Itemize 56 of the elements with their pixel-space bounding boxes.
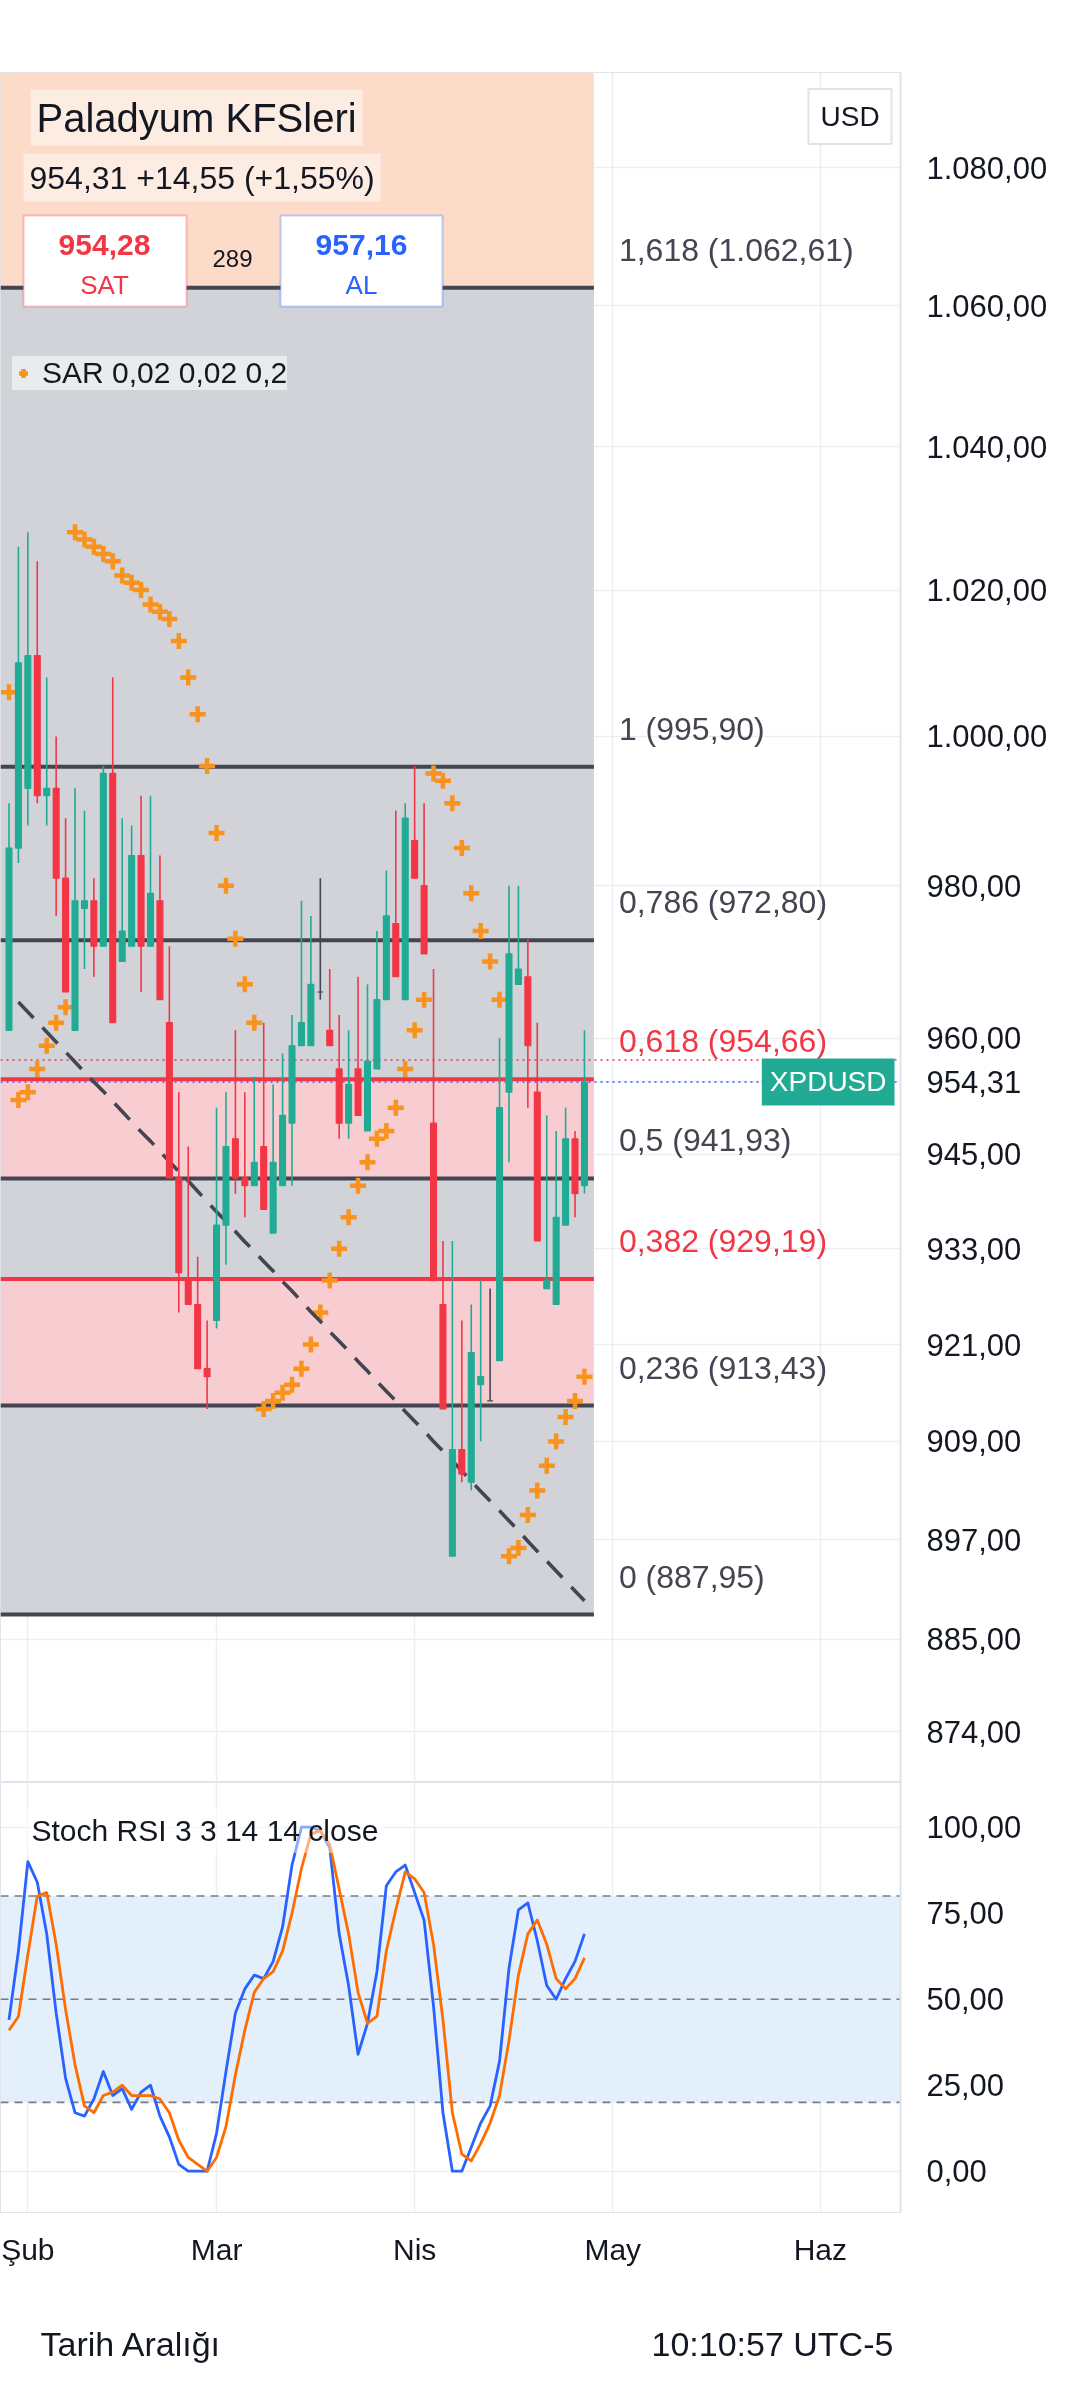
x-tick-label: Şub xyxy=(1,2232,55,2266)
ref-line-label: 0,236 (913,43) xyxy=(618,1349,828,1386)
candlestick xyxy=(297,899,305,1047)
y-tick-label: 980,00 xyxy=(926,868,1022,904)
text: Stoch RSI 3 3 14 14 close xyxy=(31,1814,379,1847)
y-tick-label: 909,00 xyxy=(926,1424,1022,1460)
x-tick-label: Nis xyxy=(392,2232,437,2266)
x-tick-label: Mar xyxy=(190,2232,243,2266)
y-tick-label: 945,00 xyxy=(926,1137,1022,1173)
ref-line-label: 0,382 (929,19) xyxy=(618,1223,828,1260)
y-tick-label: 1.020,00 xyxy=(926,573,1048,609)
annotation: 957,16 xyxy=(315,227,408,261)
y-tick-label: 1.080,00 xyxy=(926,150,1048,186)
text: 954,31 +14,55 (+1,55%) xyxy=(29,159,375,196)
candlestick xyxy=(514,884,522,986)
ref-line-label: 1 (995,90) xyxy=(618,710,765,747)
annotation: SAT xyxy=(80,269,129,300)
ref-line-label: 0,618 (954,66) xyxy=(618,1023,828,1060)
legend-label: SAR 0,02 0,02 0,2 xyxy=(42,356,288,390)
candlestick xyxy=(543,1114,551,1290)
candlestick xyxy=(203,1319,211,1410)
ref-line-label: 0,786 (972,80) xyxy=(618,884,828,921)
candlestick xyxy=(80,809,88,970)
annotation: 954,28 xyxy=(58,227,151,261)
y-tick-label: 75,00 xyxy=(926,1896,1005,1932)
candlestick xyxy=(477,1279,485,1443)
ref-line-label: 0 (887,95) xyxy=(618,1558,765,1595)
y-tick-label: 0,00 xyxy=(926,2154,987,2190)
candlestick xyxy=(250,1075,258,1187)
text: 10:10:57 UTC-5 xyxy=(651,2324,894,2363)
y-tick-label: 1.040,00 xyxy=(926,429,1048,465)
annotation: USD xyxy=(820,101,880,132)
y-tick-label: 25,00 xyxy=(926,2068,1005,2104)
text: Paladyum KFSleri xyxy=(36,95,357,140)
y-tick-label: 100,00 xyxy=(926,1810,1022,1846)
ref-line-label: 1,618 (1.062,61) xyxy=(618,231,854,268)
y-tick-label: 933,00 xyxy=(926,1231,1022,1267)
y-tick-label: 921,00 xyxy=(926,1327,1022,1363)
candlestick xyxy=(241,1091,249,1219)
y-tick-label: 50,00 xyxy=(926,1982,1005,2018)
annotation: 289 xyxy=(212,245,253,272)
ref-line-label: 0,5 (941,93) xyxy=(618,1122,792,1159)
text: Tarih Aralığı xyxy=(40,2324,221,2363)
y-tick-label: 954,31 xyxy=(926,1064,1022,1100)
candlestick xyxy=(43,676,51,827)
y-tick-label: 1.000,00 xyxy=(926,719,1048,755)
x-tick-label: Haz xyxy=(793,2232,847,2266)
annotation: AL xyxy=(345,269,378,300)
y-tick-label: 960,00 xyxy=(926,1021,1022,1057)
y-tick-label: 1.060,00 xyxy=(926,288,1048,324)
y-tick-label: 874,00 xyxy=(926,1714,1022,1750)
ref-line-label: XPDUSD xyxy=(769,1066,887,1098)
x-tick-label: May xyxy=(584,2232,642,2266)
candlestick xyxy=(326,968,334,1047)
y-tick-label: 885,00 xyxy=(926,1622,1022,1658)
y-tick-label: 897,00 xyxy=(926,1522,1022,1558)
